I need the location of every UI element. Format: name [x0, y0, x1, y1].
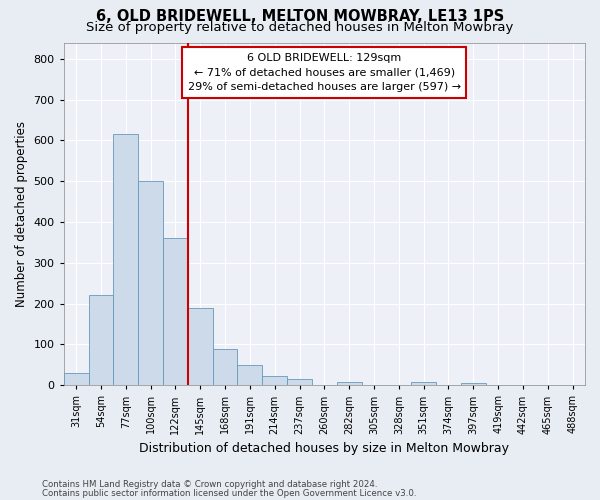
Text: 6, OLD BRIDEWELL, MELTON MOWBRAY, LE13 1PS: 6, OLD BRIDEWELL, MELTON MOWBRAY, LE13 1…	[96, 9, 504, 24]
Bar	[461, 383, 486, 386]
Text: 6 OLD BRIDEWELL: 129sqm
← 71% of detached houses are smaller (1,469)
29% of semi: 6 OLD BRIDEWELL: 129sqm ← 71% of detache…	[188, 53, 461, 92]
Bar	[89, 296, 113, 386]
Bar	[337, 382, 362, 386]
Bar	[411, 382, 436, 386]
Bar	[212, 350, 238, 386]
Bar	[113, 134, 138, 386]
Text: Contains HM Land Registry data © Crown copyright and database right 2024.: Contains HM Land Registry data © Crown c…	[42, 480, 377, 489]
Bar	[238, 365, 262, 386]
Bar	[287, 379, 312, 386]
X-axis label: Distribution of detached houses by size in Melton Mowbray: Distribution of detached houses by size …	[139, 442, 509, 455]
Bar	[64, 373, 89, 386]
Text: Size of property relative to detached houses in Melton Mowbray: Size of property relative to detached ho…	[86, 21, 514, 34]
Bar	[262, 376, 287, 386]
Bar	[138, 181, 163, 386]
Bar	[188, 308, 212, 386]
Bar	[163, 238, 188, 386]
Y-axis label: Number of detached properties: Number of detached properties	[15, 121, 28, 307]
Text: Contains public sector information licensed under the Open Government Licence v3: Contains public sector information licen…	[42, 488, 416, 498]
